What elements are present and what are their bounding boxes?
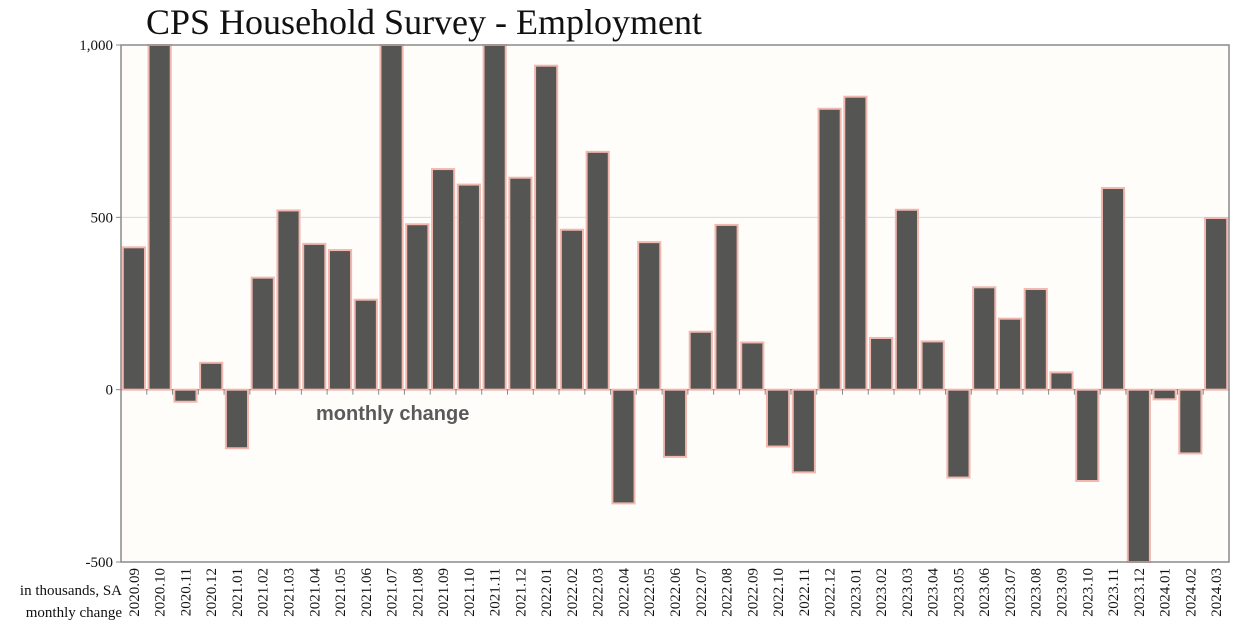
- bar: [740, 341, 765, 391]
- bar: [765, 388, 791, 448]
- x-tick-label: 2024.02: [1183, 568, 1199, 617]
- bar: [843, 95, 868, 391]
- x-tick-label: 2020.09: [127, 568, 143, 617]
- x-tick-label: 2021.11: [488, 568, 504, 616]
- units-note: in thousands, SA monthly change: [2, 580, 122, 624]
- y-tick-label: 0: [106, 383, 114, 399]
- chart-title: CPS Household Survey - Employment: [146, 2, 702, 42]
- x-tick-label: 2022.02: [565, 568, 581, 617]
- bar: [1126, 388, 1151, 563]
- bar: [1204, 217, 1229, 391]
- x-tick-label: 2023.09: [1055, 568, 1071, 617]
- bar: [1178, 388, 1203, 455]
- bar: [199, 361, 224, 391]
- y-tick-label: 1,000: [79, 38, 113, 54]
- x-tick-label: 2022.09: [745, 568, 761, 617]
- bar: [276, 209, 301, 391]
- x-tick-label: 2022.11: [797, 568, 813, 616]
- x-tick-label: 2024.03: [1209, 568, 1225, 617]
- bar: [714, 223, 739, 391]
- x-tick-label: 2024.01: [1158, 568, 1174, 617]
- bar: [817, 107, 842, 391]
- bar: [508, 176, 533, 391]
- x-tick-label: 2021.08: [410, 568, 426, 617]
- x-tick-label: 2023.11: [1106, 568, 1122, 616]
- x-tick-label: 2021.03: [281, 568, 297, 617]
- bar: [997, 317, 1023, 391]
- x-tick-label: 2022.06: [668, 568, 684, 617]
- x-tick-label: 2021.10: [462, 568, 478, 617]
- x-tick-label: 2022.01: [539, 568, 555, 617]
- x-tick-label: 2021.02: [256, 568, 272, 617]
- x-tick-label: 2023.03: [900, 568, 916, 617]
- x-tick-label: 2022.12: [823, 568, 839, 617]
- bar: [1100, 187, 1126, 391]
- x-tick-label: 2021.01: [230, 568, 246, 617]
- bar: [1023, 288, 1048, 391]
- bar: [431, 168, 456, 391]
- x-tick-label: 2023.06: [977, 568, 993, 617]
- bar: [302, 242, 327, 391]
- x-tick-label: 2023.12: [1132, 568, 1148, 617]
- units-note-line2: monthly change: [25, 605, 122, 621]
- bar: [456, 183, 481, 391]
- bar: [1049, 371, 1074, 391]
- x-tick-label: 2021.05: [333, 568, 349, 617]
- x-tick-label: 2021.12: [513, 568, 529, 617]
- bar: [585, 150, 610, 391]
- y-tick-label: 500: [91, 210, 114, 226]
- bar: [121, 246, 146, 391]
- bar: [379, 44, 404, 391]
- bar: [405, 223, 430, 391]
- series-annotation: monthly change: [316, 403, 469, 425]
- bar: [688, 330, 713, 391]
- x-tick-label: 2022.05: [642, 568, 658, 617]
- bar: [173, 388, 198, 403]
- x-tick-label: 2023.05: [951, 568, 967, 617]
- x-tick-label: 2023.01: [848, 568, 864, 617]
- x-tick-label: 2023.07: [1003, 568, 1019, 617]
- x-tick-label: 2022.07: [694, 568, 710, 617]
- bar: [791, 388, 816, 474]
- bar: [662, 388, 688, 458]
- bar: [611, 388, 636, 505]
- bar: [920, 340, 945, 391]
- bar: [224, 388, 250, 450]
- plot-frame: [120, 44, 1230, 563]
- bar: [1152, 388, 1177, 401]
- bar: [972, 286, 997, 391]
- x-tick-label: 2023.08: [1029, 568, 1045, 617]
- x-tick-label: 2021.04: [307, 568, 323, 617]
- x-tick-label: 2021.09: [436, 568, 452, 617]
- x-tick-label: 2022.08: [720, 568, 736, 617]
- y-tick-label: -500: [86, 555, 114, 571]
- bar: [534, 64, 559, 391]
- x-tick-label: 2022.10: [771, 568, 787, 617]
- bar: [482, 44, 507, 391]
- x-tick-label: 2020.10: [153, 568, 169, 617]
- bar: [637, 241, 662, 391]
- x-tick-label: 2021.07: [385, 568, 401, 617]
- x-tick-label: 2023.02: [874, 568, 890, 617]
- x-tick-label: 2022.04: [616, 568, 632, 617]
- bar: [894, 208, 919, 391]
- x-tick-label: 2021.06: [359, 568, 375, 617]
- x-tick-label: 2022.03: [591, 568, 607, 617]
- bar: [250, 276, 275, 391]
- bar: [946, 388, 971, 479]
- units-note-line1: in thousands, SA: [19, 583, 122, 599]
- bar: [869, 336, 894, 391]
- bar: [147, 44, 172, 391]
- x-tick-label: 2023.04: [926, 568, 942, 617]
- bar: [559, 228, 585, 391]
- x-tick-label: 2020.11: [178, 568, 194, 616]
- bar: [1075, 388, 1100, 483]
- bar: [353, 298, 378, 391]
- x-tick-label: 2023.10: [1080, 568, 1096, 617]
- x-tick-label: 2020.12: [204, 568, 220, 617]
- bar: [327, 249, 353, 391]
